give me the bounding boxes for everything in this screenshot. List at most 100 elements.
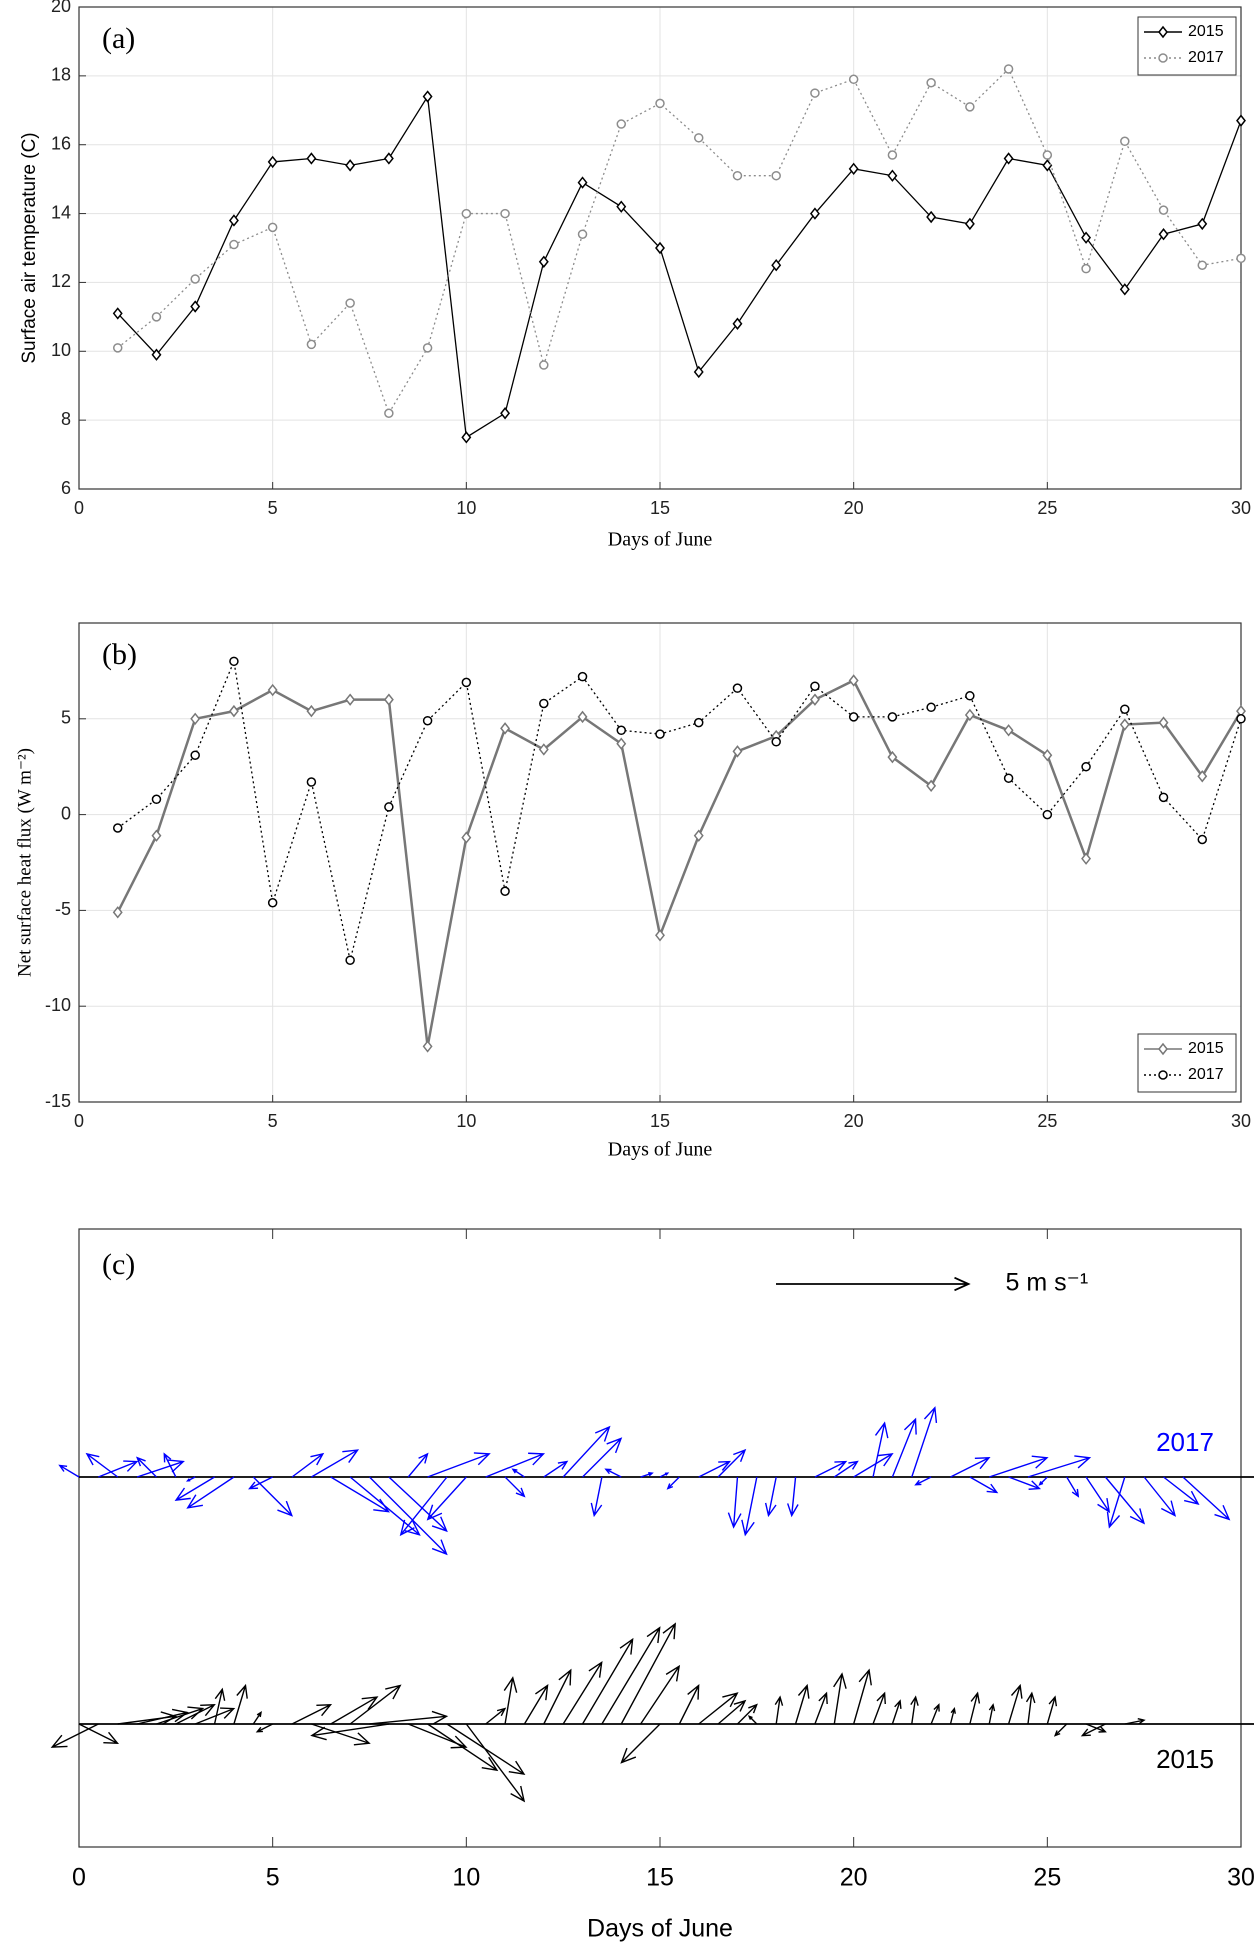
wind-arrow <box>485 1707 507 1725</box>
marker <box>151 348 162 361</box>
wind-arrow <box>590 1476 603 1518</box>
wind-arrow <box>407 1452 429 1478</box>
wind-arrow <box>98 1460 139 1478</box>
marker <box>500 722 511 735</box>
marker <box>500 407 511 420</box>
marker <box>384 802 394 812</box>
x-tick-label: 10 <box>456 498 476 518</box>
marker <box>771 259 782 272</box>
marker <box>112 343 123 353</box>
marker <box>190 300 201 313</box>
y-tick-label: 10 <box>51 340 71 360</box>
marker <box>151 312 162 322</box>
wind-arrow <box>659 1472 670 1478</box>
marker <box>112 906 123 919</box>
y-tick-label: -15 <box>45 1091 71 1111</box>
wind-arrow <box>388 1476 448 1533</box>
marker <box>461 431 472 444</box>
marker <box>577 176 588 189</box>
marker <box>887 750 898 764</box>
y-tick-label: 8 <box>61 409 71 429</box>
marker <box>112 307 123 320</box>
marker <box>190 274 200 284</box>
x-tick-label: 0 <box>72 1864 86 1892</box>
wind-arrow <box>601 1626 661 1725</box>
marker <box>1158 792 1169 803</box>
marker <box>926 77 936 88</box>
wind-arrow <box>291 1703 333 1725</box>
marker <box>1042 809 1053 820</box>
marker <box>1003 152 1014 165</box>
marker <box>964 708 975 722</box>
y-tick-label: 18 <box>51 65 71 85</box>
marker <box>848 712 859 722</box>
marker <box>1197 260 1208 270</box>
marker <box>306 339 317 350</box>
wind-arrow <box>1027 1455 1092 1478</box>
x-tick-label: 15 <box>650 498 670 518</box>
wind-arrow <box>950 1456 991 1478</box>
wind-arrow <box>369 1710 449 1725</box>
wind-arrow <box>640 1472 654 1478</box>
wind-arrow <box>213 1687 226 1725</box>
wind-arrow <box>814 1691 828 1725</box>
marker <box>1158 205 1169 215</box>
wind-arrow <box>764 1476 777 1518</box>
wind-arrow <box>741 1476 758 1537</box>
marker <box>345 693 356 706</box>
y-tick-label: 12 <box>51 271 71 291</box>
x-tick-label: 20 <box>844 1111 864 1131</box>
marker <box>616 725 627 736</box>
wind-arrow <box>620 1622 676 1725</box>
series-line <box>117 94 1242 439</box>
y-tick-label: 5 <box>61 708 71 728</box>
series-label: 2017 <box>1156 1427 1214 1457</box>
wind-arrow <box>175 1703 216 1725</box>
marker <box>1158 716 1169 729</box>
wind-arrow <box>833 1460 859 1478</box>
marker <box>1236 714 1246 724</box>
marker <box>229 239 239 250</box>
wind-arrow <box>872 1421 889 1478</box>
marker <box>693 829 704 842</box>
wind-arrow <box>194 1707 236 1725</box>
wind-arrow <box>465 1723 526 1803</box>
x-tick-label: 30 <box>1227 1864 1255 1892</box>
wind-arrow <box>399 1476 448 1537</box>
marker <box>964 217 975 231</box>
wind-arrow <box>85 1452 119 1478</box>
x-tick-label: 0 <box>74 1111 84 1131</box>
legend-label: 2015 <box>1188 23 1224 40</box>
wind-arrow <box>543 1668 572 1725</box>
x-tick-label: 5 <box>268 1111 278 1131</box>
wind-arrow <box>717 1699 747 1725</box>
marker <box>616 737 627 750</box>
marker <box>1197 834 1208 845</box>
wind-arrow <box>891 1417 917 1478</box>
wind-arrow <box>1143 1476 1177 1517</box>
wind-arrow <box>581 1637 634 1725</box>
wind-arrow <box>930 1703 940 1725</box>
axes-frame <box>78 6 1242 490</box>
wind-arrow <box>787 1476 799 1518</box>
marker <box>732 745 743 758</box>
x-tick-label: 25 <box>1033 1864 1061 1892</box>
marker <box>655 98 665 109</box>
wind-arrow <box>311 1723 371 1746</box>
wind-arrow <box>969 1476 999 1494</box>
y-tick-label: 16 <box>51 133 71 153</box>
marker <box>965 691 975 701</box>
wind-arrow <box>310 1723 389 1741</box>
marker <box>345 298 355 308</box>
marker <box>848 162 859 176</box>
legend-box <box>1137 16 1237 76</box>
marker <box>383 693 394 706</box>
x-tick-label: 30 <box>1231 1111 1251 1131</box>
panel-label: (c) <box>102 1248 135 1281</box>
wind-arrow <box>1046 1695 1058 1725</box>
series-line <box>117 658 1242 961</box>
reference-arrow <box>776 1276 971 1292</box>
x-tick-label: 30 <box>1231 498 1251 518</box>
wind-arrow <box>727 1476 742 1529</box>
axes-frame <box>78 622 1242 1103</box>
